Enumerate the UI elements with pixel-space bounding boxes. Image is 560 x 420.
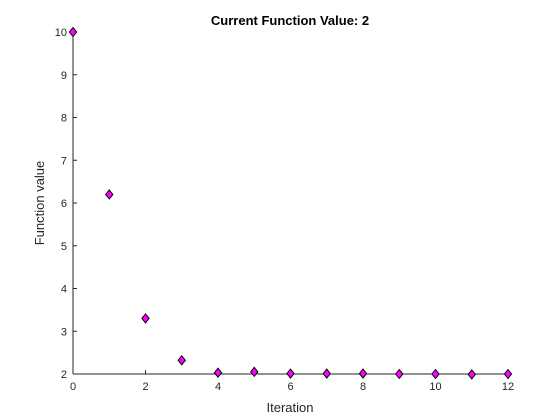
x-tick-label: 12 bbox=[502, 381, 514, 393]
data-point bbox=[250, 366, 259, 378]
y-tick-label: 9 bbox=[61, 70, 67, 82]
y-tick-label: 8 bbox=[61, 113, 67, 125]
data-point bbox=[177, 355, 186, 366]
chart-title: Current Function Value: 2 bbox=[211, 13, 369, 28]
data-point bbox=[68, 26, 78, 38]
data-point bbox=[431, 368, 440, 380]
data-point bbox=[467, 369, 476, 380]
x-tick-label: 10 bbox=[429, 381, 441, 393]
y-tick-label: 4 bbox=[61, 284, 67, 296]
y-tick-label: 10 bbox=[55, 27, 67, 39]
x-tick-label: 0 bbox=[70, 381, 76, 393]
data-point bbox=[358, 368, 368, 379]
x-tick-label: 2 bbox=[142, 381, 148, 393]
data-points bbox=[68, 26, 513, 380]
data-point bbox=[213, 367, 223, 379]
y-tick-label: 6 bbox=[61, 198, 67, 210]
y-axis-label: Function value bbox=[32, 161, 47, 246]
data-point bbox=[395, 368, 404, 380]
y-tick-label: 7 bbox=[61, 155, 67, 167]
data-point bbox=[105, 189, 114, 200]
data-point bbox=[322, 368, 331, 379]
x-axis-label: Iteration bbox=[267, 400, 314, 415]
data-point bbox=[503, 368, 513, 380]
data-point bbox=[286, 368, 295, 379]
data-point bbox=[141, 313, 150, 324]
y-tick-label: 3 bbox=[61, 326, 67, 338]
y-tick-label: 2 bbox=[61, 369, 67, 381]
x-tick-label: 8 bbox=[360, 381, 366, 393]
x-tick-label: 4 bbox=[215, 381, 221, 393]
x-tick-label: 6 bbox=[287, 381, 293, 393]
y-tick-label: 5 bbox=[61, 241, 67, 253]
plot-background bbox=[73, 32, 508, 374]
